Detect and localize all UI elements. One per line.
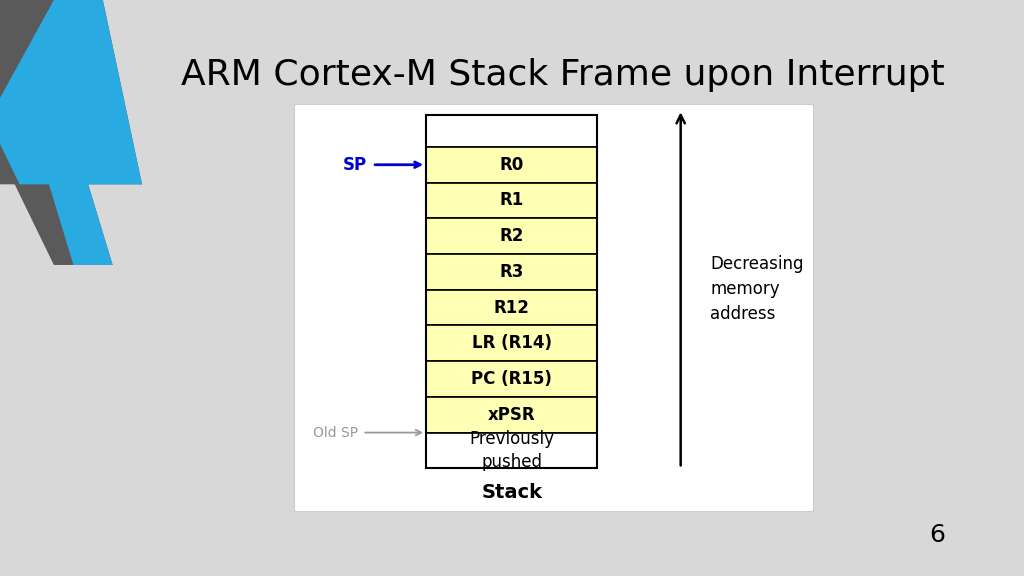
Text: PC (R15): PC (R15) [471,370,552,388]
FancyBboxPatch shape [426,361,597,397]
Text: Old SP: Old SP [313,426,358,439]
FancyBboxPatch shape [426,397,597,433]
Text: xPSR: xPSR [487,406,536,424]
FancyBboxPatch shape [426,147,597,183]
FancyBboxPatch shape [426,325,597,361]
Text: SP: SP [343,156,368,174]
Text: Previously
pushed: Previously pushed [469,430,554,471]
Text: LR (R14): LR (R14) [472,334,552,353]
FancyBboxPatch shape [426,218,597,254]
FancyBboxPatch shape [426,433,597,468]
Text: Stack: Stack [481,483,543,502]
Text: R2: R2 [500,227,524,245]
Polygon shape [0,0,142,265]
Text: R3: R3 [500,263,524,281]
Text: ARM Cortex-M Stack Frame upon Interrupt: ARM Cortex-M Stack Frame upon Interrupt [181,58,945,92]
FancyBboxPatch shape [426,183,597,218]
FancyBboxPatch shape [426,290,597,325]
Text: R0: R0 [500,156,524,174]
Text: R12: R12 [494,298,529,317]
FancyBboxPatch shape [426,254,597,290]
Polygon shape [0,0,142,265]
Text: 6: 6 [929,523,945,547]
FancyBboxPatch shape [426,115,597,147]
Text: R1: R1 [500,191,524,210]
FancyBboxPatch shape [294,104,813,511]
Text: Decreasing
memory
address: Decreasing memory address [710,255,804,323]
